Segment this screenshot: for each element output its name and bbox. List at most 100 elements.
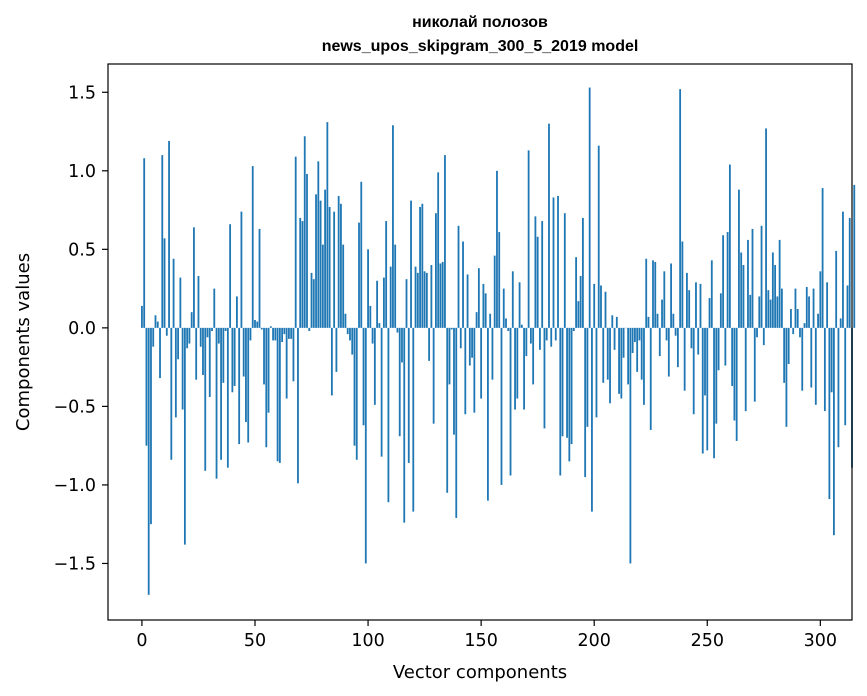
bar-component-3 <box>147 327 150 595</box>
bar-component-102 <box>371 327 374 344</box>
bar-component-171 <box>527 150 530 328</box>
bar-component-197 <box>586 327 589 427</box>
bar-component-212 <box>620 327 623 399</box>
bar-component-271 <box>753 327 756 402</box>
bar-component-205 <box>604 291 607 328</box>
bar-component-291 <box>799 327 801 338</box>
bar-component-250 <box>706 327 709 451</box>
bar-component-25 <box>197 276 200 328</box>
bar-component-127 <box>428 327 431 361</box>
bar-component-111 <box>392 125 394 328</box>
bar-component-52 <box>258 228 261 328</box>
bar-component-184 <box>557 195 559 328</box>
bar-component-185 <box>559 327 562 476</box>
bar-component-88 <box>340 203 342 328</box>
bar-component-0 <box>141 305 143 328</box>
bar-component-230 <box>661 299 663 328</box>
bar-component-180 <box>548 123 550 328</box>
bar-component-284 <box>783 327 786 383</box>
bar-component-33 <box>215 327 218 479</box>
bar-component-178 <box>543 327 546 429</box>
bar-component-276 <box>765 128 767 328</box>
bar-component-11 <box>165 327 168 336</box>
bar-component-162 <box>507 327 510 331</box>
bar-component-225 <box>649 327 652 430</box>
bar-component-42 <box>236 296 238 328</box>
bar-component-261 <box>731 327 734 386</box>
bar-component-131 <box>437 172 440 328</box>
bar-component-155 <box>491 327 494 380</box>
bar-component-260 <box>728 164 731 328</box>
bar-component-218 <box>634 327 636 342</box>
bar-component-93 <box>351 327 354 355</box>
bar-component-303 <box>826 282 829 328</box>
bar-component-78 <box>317 161 320 328</box>
x-tick-label: 150 <box>464 631 497 651</box>
bar-component-270 <box>751 228 754 328</box>
bar-component-116 <box>403 327 406 523</box>
bar-component-243 <box>690 327 693 349</box>
bar-component-66 <box>290 327 293 339</box>
bar-component-122 <box>416 272 419 328</box>
bar-component-10 <box>163 238 166 328</box>
bar-component-24 <box>195 327 198 380</box>
bar-component-83 <box>328 206 331 328</box>
bar-component-301 <box>821 188 824 328</box>
bar-component-269 <box>749 294 752 328</box>
bar-component-252 <box>710 260 713 328</box>
bar-component-44 <box>240 211 243 328</box>
bar-component-297 <box>812 288 815 328</box>
bar-component-123 <box>419 206 421 328</box>
bar-component-281 <box>776 296 779 328</box>
bar-component-221 <box>640 327 643 380</box>
bar-component-87 <box>337 195 340 328</box>
bar-component-50 <box>254 320 256 328</box>
bar-component-6 <box>154 315 157 328</box>
bar-component-175 <box>536 236 539 328</box>
bar-component-60 <box>276 327 279 462</box>
bar-component-76 <box>312 279 315 328</box>
bar-component-107 <box>382 277 385 328</box>
bar-component-199 <box>591 327 593 512</box>
bar-component-137 <box>450 327 453 330</box>
bar-component-29 <box>206 327 209 338</box>
bar-component-54 <box>263 327 265 385</box>
bar-component-189 <box>568 327 571 462</box>
bar-component-182 <box>552 197 555 328</box>
bar-component-227 <box>654 261 657 328</box>
bar-component-113 <box>396 327 399 333</box>
bar-component-293 <box>803 323 806 328</box>
bar-component-49 <box>251 166 254 328</box>
x-tick-label: 300 <box>804 631 837 651</box>
bar-component-138 <box>453 327 455 435</box>
bar-component-215 <box>627 327 630 385</box>
bar-component-277 <box>767 290 770 328</box>
bar-component-263 <box>735 327 738 441</box>
bar-component-9 <box>161 155 164 328</box>
bar-component-241 <box>686 272 688 328</box>
bar-component-90 <box>344 313 347 328</box>
bar-component-300 <box>819 271 822 328</box>
bar-component-17 <box>179 277 182 328</box>
bar-component-30 <box>208 327 211 397</box>
bar-component-98 <box>362 327 365 426</box>
bar-component-32 <box>213 288 216 328</box>
bar-component-59 <box>274 327 277 341</box>
bar-component-14 <box>172 258 175 328</box>
bar-component-63 <box>283 327 286 335</box>
bar-component-5 <box>152 327 155 347</box>
bar-component-41 <box>233 327 236 386</box>
bar-component-288 <box>792 327 795 335</box>
bar-component-266 <box>742 265 745 328</box>
bar-component-51 <box>256 321 259 328</box>
bar-component-58 <box>272 327 274 341</box>
bar-component-19 <box>183 327 186 545</box>
bar-component-183 <box>554 327 557 341</box>
bar-component-242 <box>688 290 691 328</box>
y-tick-label: 1.5 <box>68 83 96 103</box>
x-tick-label: 200 <box>577 631 610 651</box>
bar-component-208 <box>611 315 614 328</box>
bar-component-278 <box>769 299 772 328</box>
bar-component-77 <box>315 194 317 328</box>
